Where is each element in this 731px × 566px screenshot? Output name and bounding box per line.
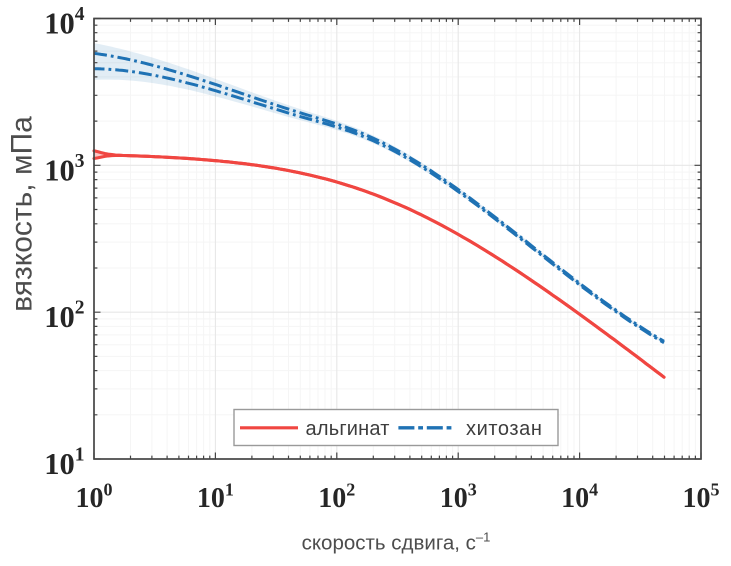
svg-text:101: 101 <box>44 445 84 482</box>
svg-text:вязкость, мПа: вязкость, мПа <box>6 116 39 312</box>
svg-text:скорость сдвига, с–1: скорость сдвига, с–1 <box>302 530 491 555</box>
svg-text:хитозан: хитозан <box>466 418 543 440</box>
svg-text:альгинат: альгинат <box>306 418 390 440</box>
